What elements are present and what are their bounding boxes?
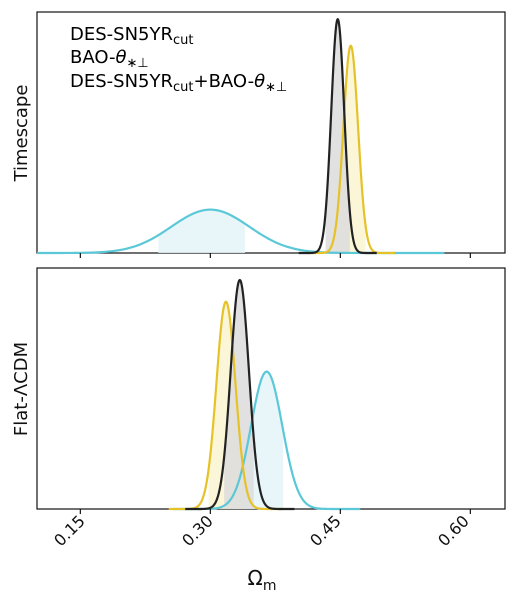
- series-curve: [185, 278, 295, 511]
- legend-entry-combined-suffix: +BAO-: [193, 71, 254, 92]
- xlabel-sub: m: [263, 578, 277, 594]
- legend-entry-combined-sub: cut: [173, 80, 193, 95]
- legend-entry-bao-theta: θ: [116, 47, 127, 68]
- panel-frame: [36, 11, 506, 254]
- legend-entry-combined: DES-SN5YRcut+BAO-θ∗⊥: [70, 71, 287, 95]
- x-tick-label: 0.30: [178, 511, 217, 550]
- legend-entry-combined-theta: θ: [254, 71, 265, 92]
- legend-entry-sn: DES-SN5YRcut: [70, 24, 193, 48]
- series-curve: [306, 44, 395, 255]
- legend-entry-bao-sub: ∗⊥: [127, 56, 149, 71]
- panel-timescape: [36, 11, 506, 258]
- x-tick-label: 0.45: [306, 511, 345, 550]
- x-tick-label: 0.15: [50, 511, 89, 550]
- series-curve: [298, 17, 377, 255]
- xlabel: Ωm: [248, 566, 277, 594]
- ylabel-timescape: Timescape: [11, 85, 32, 183]
- ci-band: [325, 19, 350, 254]
- panel-flat-lcdm: [36, 267, 506, 514]
- ylabel-flat-lcdm: Flat-ΛCDM: [11, 342, 32, 436]
- legend-entry-combined-sub2: ∗⊥: [265, 80, 287, 95]
- legend: DES-SN5YRcut BAO-θ∗⊥ DES-SN5YRcut+BAO-θ∗…: [70, 24, 287, 95]
- legend-entry-combined-main: DES-SN5YR: [70, 71, 173, 92]
- legend-entry-sn-sub: cut: [173, 33, 193, 48]
- legend-entry-bao: BAO-θ∗⊥: [70, 47, 149, 71]
- x-tick-label: 0.60: [434, 511, 473, 550]
- x-tick-labels: 0.15 0.30 0.45 0.60: [50, 511, 473, 550]
- ci-band: [158, 209, 245, 253]
- legend-entry-bao-main: BAO-: [70, 47, 116, 68]
- xlabel-main: Ω: [248, 566, 263, 590]
- legend-entry-sn-main: DES-SN5YR: [70, 24, 173, 45]
